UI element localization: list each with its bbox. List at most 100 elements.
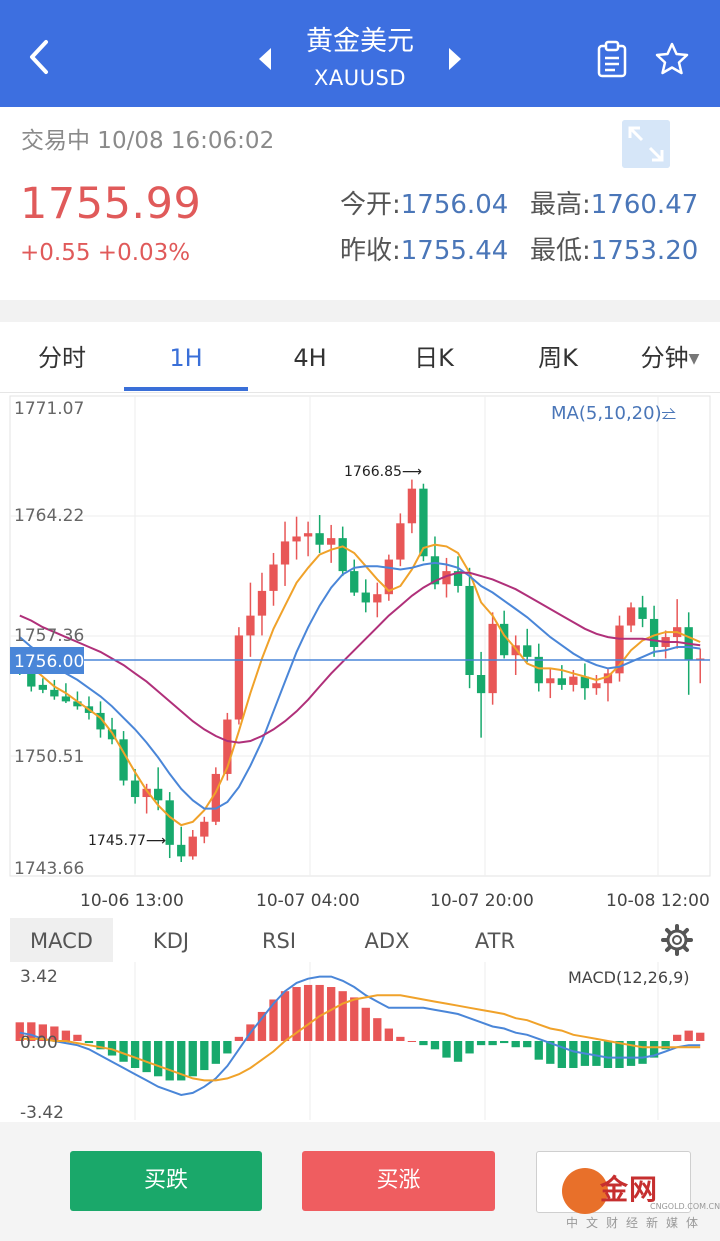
candle xyxy=(384,554,393,601)
candle-body xyxy=(257,590,267,616)
candlestick-chart[interactable]: 1756.00 1771.07 1764.22 1757.36 1750.51 … xyxy=(0,392,720,918)
macd-bar xyxy=(673,1034,682,1041)
x-label-2: 10-07 20:00 xyxy=(430,891,534,911)
candle-body xyxy=(73,701,82,707)
settings-gear-icon[interactable] xyxy=(661,924,693,956)
prev-arrow-icon[interactable] xyxy=(257,46,273,72)
macd-bar xyxy=(188,1041,197,1077)
watermark-logo-icon xyxy=(562,1168,608,1214)
buy-up-button[interactable]: 买涨 xyxy=(302,1151,495,1211)
candle-body xyxy=(96,712,105,730)
candle xyxy=(626,602,636,633)
candle-body xyxy=(430,556,440,585)
candle xyxy=(257,572,267,636)
macd-bar xyxy=(603,1041,613,1068)
candle xyxy=(407,479,417,534)
macd-bar xyxy=(303,984,313,1041)
stat-prev-close: 昨收:1755.44 xyxy=(340,230,508,267)
stat-high: 最高:1760.47 xyxy=(530,184,698,221)
timeframe-tabs: 分时 1H 4H 日K 周K 分钟▼ xyxy=(0,322,720,393)
candle xyxy=(315,515,324,553)
candle-body xyxy=(580,676,590,689)
tab-1h[interactable]: 1H xyxy=(169,344,203,372)
stat-prev-close-value: 1755.44 xyxy=(400,236,509,266)
macd-bar xyxy=(50,1026,59,1041)
macd-bar xyxy=(511,1041,520,1048)
macd-bar xyxy=(373,1018,382,1041)
candle xyxy=(165,792,174,859)
candle-body xyxy=(50,689,59,697)
tab-atr[interactable]: ATR xyxy=(474,929,516,953)
app-header: 黄金美元 XAUUSD xyxy=(0,0,720,107)
quote-panel: 交易中 10/08 16:06:02 1755.99 +0.55 +0.03% … xyxy=(0,107,720,300)
active-tab-indicator xyxy=(124,387,248,391)
ma-settings-icon: ⥨ xyxy=(662,403,676,424)
macd-bar xyxy=(223,1041,232,1054)
macd-chart[interactable]: 3.42 0.00 -3.42 MACD(12,26,9) xyxy=(0,962,720,1122)
tab-minutes[interactable]: 分钟▼ xyxy=(620,322,720,392)
candle xyxy=(546,668,555,699)
current-price-tag xyxy=(10,647,84,674)
tab-weekly-k[interactable]: 周K xyxy=(538,344,578,372)
candle xyxy=(38,678,47,694)
stat-open-label: 今开: xyxy=(340,190,401,220)
expand-icon[interactable] xyxy=(622,120,670,168)
price-change: +0.55 +0.03% xyxy=(20,240,191,266)
candle xyxy=(511,635,520,675)
tab-4h[interactable]: 4H xyxy=(293,344,327,372)
tab-kdj[interactable]: KDJ xyxy=(152,929,190,953)
clipboard-icon[interactable] xyxy=(594,40,630,78)
macd-bar xyxy=(523,1041,532,1048)
candle-body xyxy=(511,645,520,656)
candle-body xyxy=(223,719,232,774)
page-title: 黄金美元 xyxy=(306,26,414,57)
candle xyxy=(200,816,209,844)
buy-down-button[interactable]: 买跌 xyxy=(70,1151,262,1211)
tab-adx[interactable]: ADX xyxy=(364,929,410,953)
macd-bar xyxy=(465,1041,474,1054)
macd-bar xyxy=(384,1028,393,1041)
stat-high-label: 最高: xyxy=(530,190,591,220)
macd-bar xyxy=(211,1041,220,1064)
candle xyxy=(488,612,497,705)
candle-body xyxy=(465,585,474,675)
candle xyxy=(465,567,474,689)
macd-dea-line xyxy=(19,994,701,1082)
candle-body xyxy=(396,523,405,560)
macd-bar xyxy=(338,991,347,1041)
candle-body xyxy=(350,571,359,593)
candle xyxy=(649,605,659,657)
macd-bar xyxy=(684,1030,693,1041)
candle xyxy=(350,559,359,596)
y-label-0: 1771.07 xyxy=(14,399,84,419)
more-action-button[interactable] xyxy=(536,1151,691,1213)
macd-bar xyxy=(476,1041,486,1046)
tab-timeshare[interactable]: 分时 xyxy=(38,344,86,372)
next-arrow-icon[interactable] xyxy=(447,46,463,72)
macd-bar xyxy=(280,991,290,1041)
candle-body xyxy=(649,618,659,647)
tab-macd[interactable]: MACD xyxy=(10,918,113,962)
macd-bar xyxy=(361,1007,370,1041)
candle-body xyxy=(361,592,370,603)
macd-bar xyxy=(569,1041,578,1068)
tab-daily-k[interactable]: 日K xyxy=(414,344,454,372)
tab-rsi[interactable]: RSI xyxy=(261,929,297,953)
candle-body xyxy=(61,696,71,702)
star-icon[interactable] xyxy=(654,40,690,78)
macd-bar xyxy=(73,1034,82,1041)
candle-body xyxy=(211,773,220,822)
ma-legend[interactable]: MA(5,10,20)⥨ xyxy=(551,403,676,424)
candle-body xyxy=(327,538,336,545)
macd-bar xyxy=(661,1041,670,1050)
macd-bar xyxy=(453,1041,463,1062)
macd-bar xyxy=(257,1011,267,1041)
candle xyxy=(280,521,290,586)
back-icon[interactable] xyxy=(26,36,56,78)
candle-body xyxy=(546,678,555,684)
candle-body xyxy=(119,739,128,781)
macd-bar xyxy=(15,1022,24,1041)
candle xyxy=(188,830,197,860)
macd-bar xyxy=(292,987,301,1041)
candle-body xyxy=(407,488,417,524)
